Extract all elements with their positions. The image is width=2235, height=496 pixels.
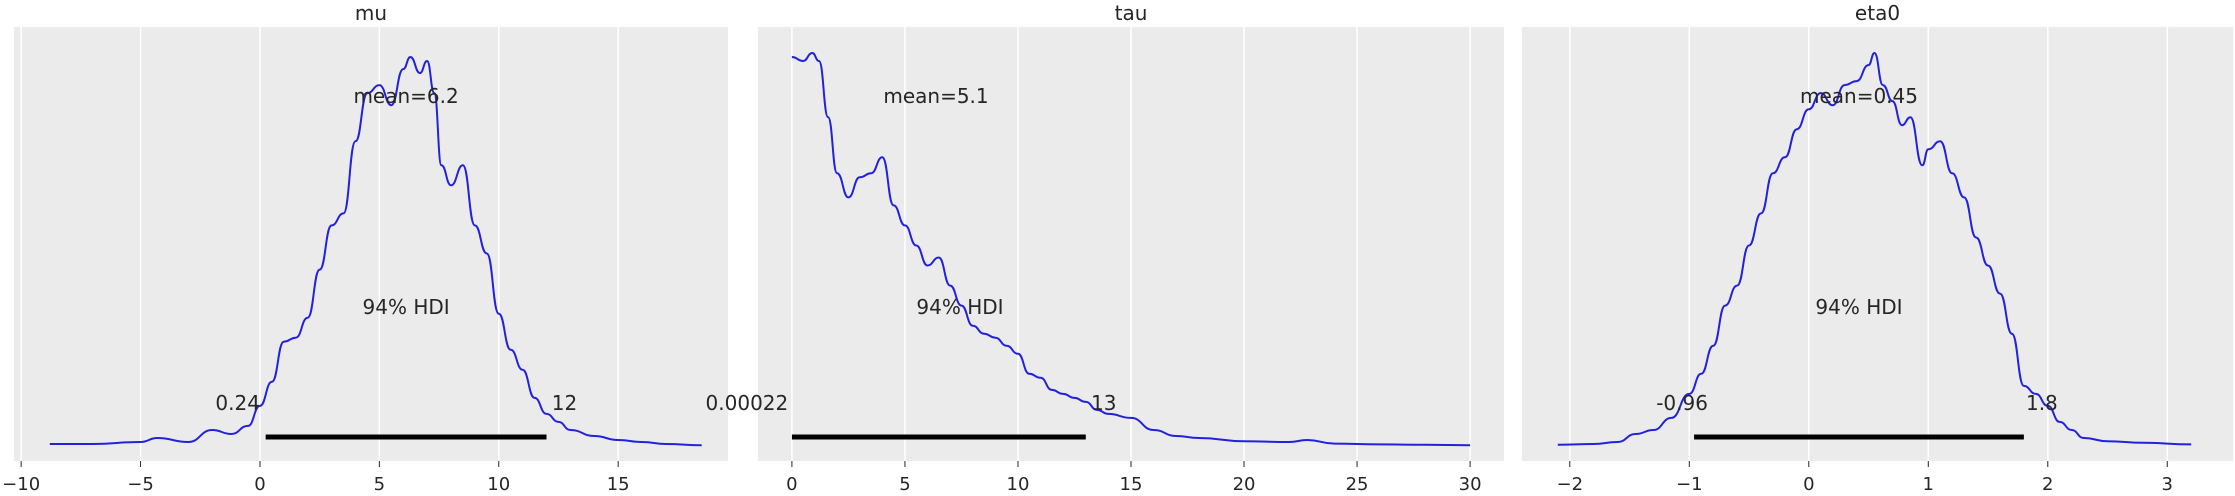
x-tick-label: 20 [1233, 474, 1256, 495]
hdi-high-label: 13 [1091, 391, 1116, 415]
x-tick-label: 10 [1007, 474, 1030, 495]
hdi-low-label: 0.00022 [706, 391, 789, 415]
x-tick-label: 0 [1803, 474, 1814, 495]
hdi-high-label: 1.8 [2026, 391, 2058, 415]
x-tick-label: 5 [374, 474, 385, 495]
hdi-low-label: 0.24 [215, 391, 260, 415]
x-tick-label: 15 [607, 474, 630, 495]
x-tick-label: 3 [2162, 474, 2173, 495]
x-tick-label: −2 [1557, 474, 1584, 495]
x-tick-label: 0 [254, 474, 265, 495]
hdi-label: 94% HDI [1815, 295, 1902, 319]
panel-tau: tau 0 5 10 15 20 25 30 0.00022 13 94% HDI mean=5.1 [706, 1, 1504, 495]
x-tick-label: 0 [786, 474, 797, 495]
panel-title: mu [355, 1, 387, 25]
mean-label: mean=0.45 [1800, 84, 1918, 108]
panel-title: tau [1115, 1, 1148, 25]
panel-title: eta0 [1855, 1, 1900, 25]
density-curve [49, 55, 702, 447]
hdi-label: 94% HDI [363, 295, 450, 319]
x-tick-label: 30 [1459, 474, 1482, 495]
x-tick-label: 1 [1923, 474, 1934, 495]
hdi-low-label: -0.96 [1656, 391, 1708, 415]
hdi-high-label: 12 [552, 391, 577, 415]
x-tick-label: 15 [1120, 474, 1143, 495]
x-tick-label: 2 [2042, 474, 2053, 495]
x-tick-label: −10 [2, 474, 40, 495]
x-tick-label: 5 [899, 474, 910, 495]
density-curve [1557, 51, 2192, 446]
density-curve [791, 51, 1471, 447]
plot-area [14, 27, 728, 461]
panel-eta0: eta0 −2 −1 0 1 2 3 -0.96 1.8 94% HDI mean=0.45 [1522, 1, 2233, 495]
mean-label: mean=6.2 [353, 84, 458, 108]
x-tick-label: −5 [127, 474, 154, 495]
hdi-label: 94% HDI [916, 295, 1003, 319]
mean-label: mean=5.1 [883, 84, 988, 108]
x-tick-label: 10 [487, 474, 510, 495]
x-tick-label: 25 [1346, 474, 1369, 495]
x-tick-label: −1 [1676, 474, 1703, 495]
plot-area [1522, 27, 2233, 461]
panel-mu: mu −10 −5 0 5 10 15 0.24 12 94% HDI mean=6.2 [2, 1, 728, 495]
